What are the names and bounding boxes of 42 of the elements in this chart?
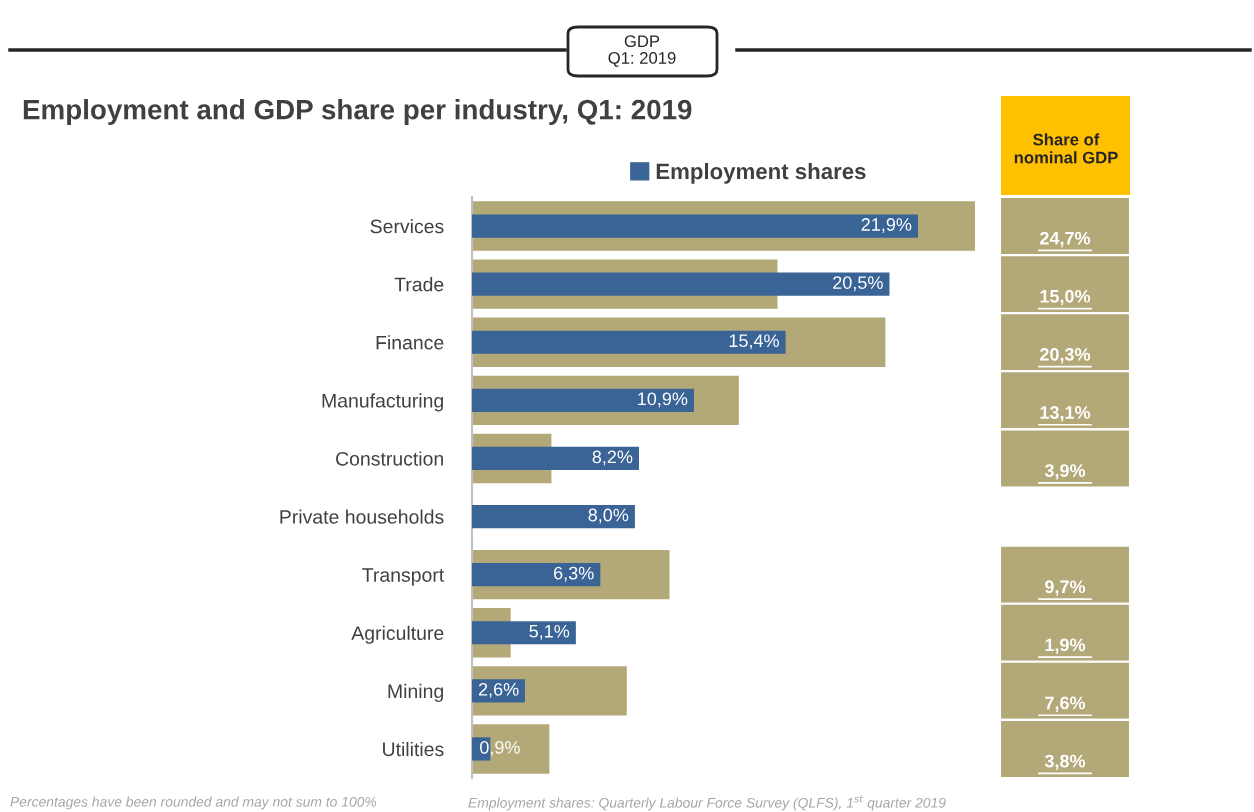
bar	[472, 388, 694, 412]
data-label: 13,1%	[1040, 406, 1091, 422]
data-label: 10,9%	[638, 392, 688, 408]
data-label: 2,6%	[478, 682, 519, 698]
data-label: 24,7%	[1040, 231, 1091, 248]
y-tick-label: Private households	[280, 509, 444, 524]
data-label: 7,6%	[1045, 696, 1086, 712]
data-label: 8,2%	[592, 450, 633, 466]
bar	[472, 504, 635, 529]
y-tick-label: Services	[370, 219, 444, 234]
text: GDP Q1: 2019	[608, 35, 676, 67]
bar	[472, 272, 890, 296]
data-label: 9,7%	[1045, 580, 1086, 596]
y-tick-label: Finance	[376, 335, 444, 350]
data-label: 21,9%	[861, 218, 912, 234]
data-label: 1,9%	[1045, 638, 1086, 654]
data-label: 8,0%	[588, 508, 629, 524]
data-label: 3,9%	[1044, 464, 1086, 480]
y-tick-label: Construction	[336, 451, 443, 466]
bar	[472, 563, 601, 587]
data-label: 15,0%	[1040, 289, 1091, 306]
bar	[472, 446, 639, 471]
data-label: 6,3%	[554, 566, 594, 582]
y-tick-label: Manufacturing	[322, 393, 443, 412]
bar	[472, 330, 786, 354]
y-tick-label: Trade	[394, 277, 444, 292]
data-label: 20,5%	[833, 276, 883, 292]
data-label: 5,1%	[529, 624, 570, 640]
text: Percentages have been rounded and may not sum to 100%	[10, 796, 377, 810]
bar	[472, 621, 576, 645]
text: Employment shares: Quarterly Labour Force Survey (QLFS), 1$^{st}$ quarter 2019	[468, 795, 946, 811]
data-label: 15,4%	[729, 334, 779, 350]
data-label: 20,3%	[1040, 347, 1091, 364]
y-tick-label: Utilities	[383, 741, 444, 757]
y-tick-label: Transport	[362, 568, 445, 586]
data-label: 3,8%	[1044, 754, 1086, 771]
bar	[472, 214, 918, 238]
text: Share of nominal GDP	[1014, 133, 1118, 164]
chart-title: Employment and GDP share per industry, Q1: 2019	[23, 99, 692, 125]
y-tick-label: Mining	[388, 683, 443, 702]
y-tick-label: Agriculture	[351, 625, 444, 644]
legend-label: Employment shares	[656, 162, 866, 184]
